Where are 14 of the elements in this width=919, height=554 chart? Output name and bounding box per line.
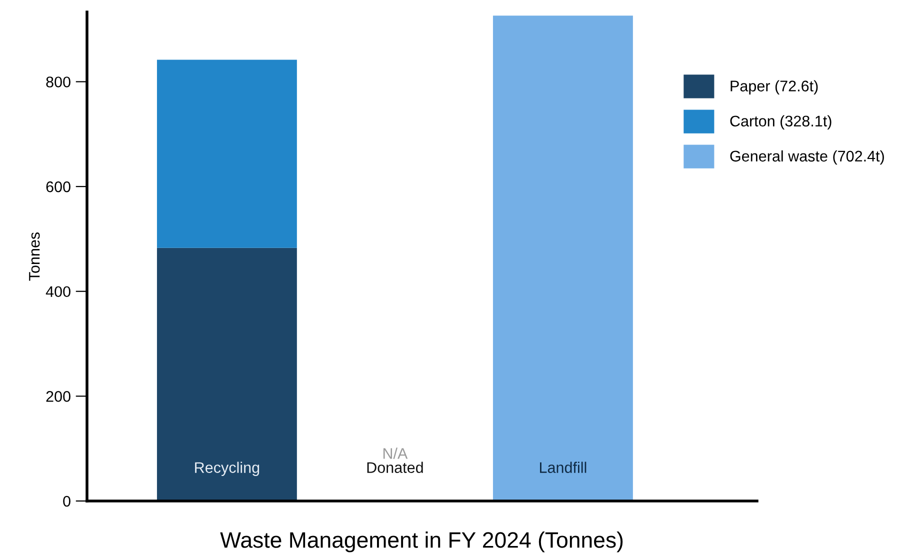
y-axis-title: Tonnes xyxy=(29,232,40,281)
y-tick-label: 400 xyxy=(46,286,70,298)
legend-label: Carton (328.1t) xyxy=(730,115,832,130)
y-tick-label: 600 xyxy=(46,181,70,192)
legend-label: Paper (72.6t) xyxy=(730,80,818,94)
x-tick-label: Recycling xyxy=(195,462,260,476)
x-tick-label: Landfill xyxy=(540,462,586,473)
legend-label: General waste (702.4t) xyxy=(730,150,884,165)
y-tick-label: 0 xyxy=(63,496,70,507)
x-tick-label: Donated xyxy=(367,462,423,473)
y-tick-label: 200 xyxy=(46,391,70,402)
x-axis-title: Waste Management in FY 2024 (Tonnes) xyxy=(220,532,623,552)
annotation: N/A xyxy=(383,448,408,459)
y-tick-label: 800 xyxy=(46,76,70,88)
